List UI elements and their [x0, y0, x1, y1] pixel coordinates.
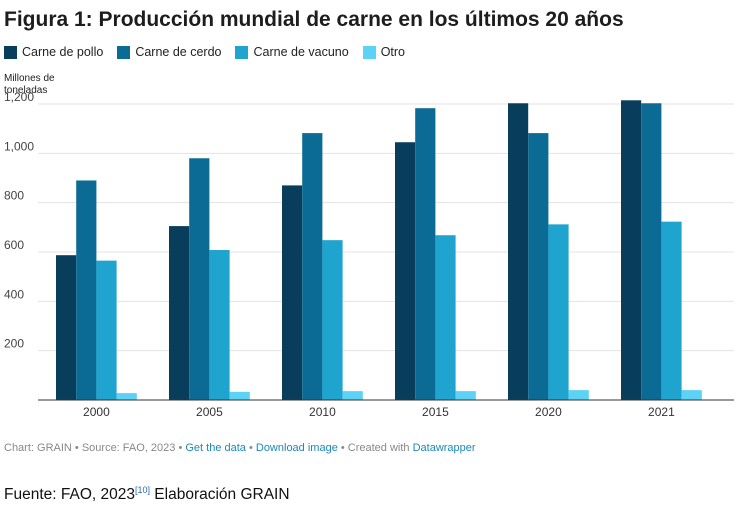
source-text: Fuente: FAO, 2023	[4, 486, 135, 504]
legend-swatch	[235, 45, 249, 59]
legend-swatch	[362, 45, 376, 59]
bar	[528, 133, 549, 400]
y-tick-label: 1,000	[4, 139, 34, 153]
y-tick-label: 200	[4, 337, 24, 351]
legend-label: Otro	[380, 45, 405, 59]
bar	[455, 391, 476, 400]
separator: •	[337, 442, 348, 454]
source-caption: Fuente: FAO, 2023[10] Elaboración GRAIN	[4, 485, 290, 504]
datawrapper-link[interactable]: Datawrapper	[412, 442, 476, 454]
bar	[415, 108, 436, 400]
bar	[56, 255, 77, 400]
bar	[621, 100, 642, 401]
download-image-link[interactable]: Download image	[255, 442, 338, 454]
bar	[568, 390, 589, 400]
separator: •	[71, 442, 82, 454]
legend: Carne de pollo Carne de cerdo Carne de vac…	[4, 43, 419, 61]
legend-item: Carne de cerdo	[117, 45, 221, 59]
bar	[395, 142, 416, 400]
bar	[209, 250, 230, 400]
y-tick-label: 800	[4, 189, 24, 203]
bar	[508, 103, 529, 400]
chart-notes: Chart: GRAIN • Source: FAO, 2023 • Get t…	[4, 442, 476, 454]
bar	[282, 185, 303, 400]
x-tick-label: 2015	[422, 405, 449, 419]
bar	[229, 391, 250, 400]
legend-label: Carne de vacuno	[253, 45, 349, 59]
legend-item: Otro	[362, 45, 405, 59]
x-tick-label: 2021	[648, 405, 675, 419]
legend-swatch	[117, 45, 131, 59]
bar	[189, 158, 210, 400]
bar	[169, 226, 190, 400]
bar	[342, 391, 363, 400]
bar	[681, 390, 702, 400]
x-tick-label: 2010	[309, 405, 336, 419]
separator: •	[245, 442, 256, 454]
y-axis-title: toneladas	[4, 85, 47, 96]
bar	[76, 180, 97, 400]
get-data-link[interactable]: Get the data	[185, 442, 246, 454]
x-tick-label: 2020	[535, 405, 562, 419]
chart-credit: Chart: GRAIN	[4, 442, 72, 454]
y-tick-label: 400	[4, 287, 24, 301]
bar	[661, 221, 682, 400]
y-tick-label: 1,200	[4, 90, 34, 104]
x-tick-label: 2000	[83, 405, 110, 419]
bar	[548, 224, 569, 400]
bar	[641, 103, 662, 400]
y-tick-label: 600	[4, 238, 24, 252]
y-axis-title: Millones de	[4, 73, 55, 84]
chart-source: Source: FAO, 2023	[81, 442, 176, 454]
legend-item: Carne de vacuno	[235, 45, 349, 59]
source-suffix: Elaboración GRAIN	[150, 486, 290, 504]
legend-item: Carne de pollo	[4, 45, 103, 59]
separator: •	[175, 442, 186, 454]
legend-label: Carne de cerdo	[135, 45, 222, 59]
x-tick-label: 2005	[196, 405, 223, 419]
bar	[435, 235, 456, 400]
created-with-label: Created with	[347, 442, 413, 454]
bar	[302, 133, 323, 400]
bar	[96, 260, 117, 400]
chart-title: Figura 1: Producción mundial de carne en…	[4, 8, 624, 31]
legend-swatch	[4, 45, 17, 59]
reference-link[interactable]: [10]	[134, 485, 150, 495]
legend-label: Carne de pollo	[22, 45, 104, 59]
bar	[116, 393, 137, 400]
bar	[322, 240, 343, 400]
